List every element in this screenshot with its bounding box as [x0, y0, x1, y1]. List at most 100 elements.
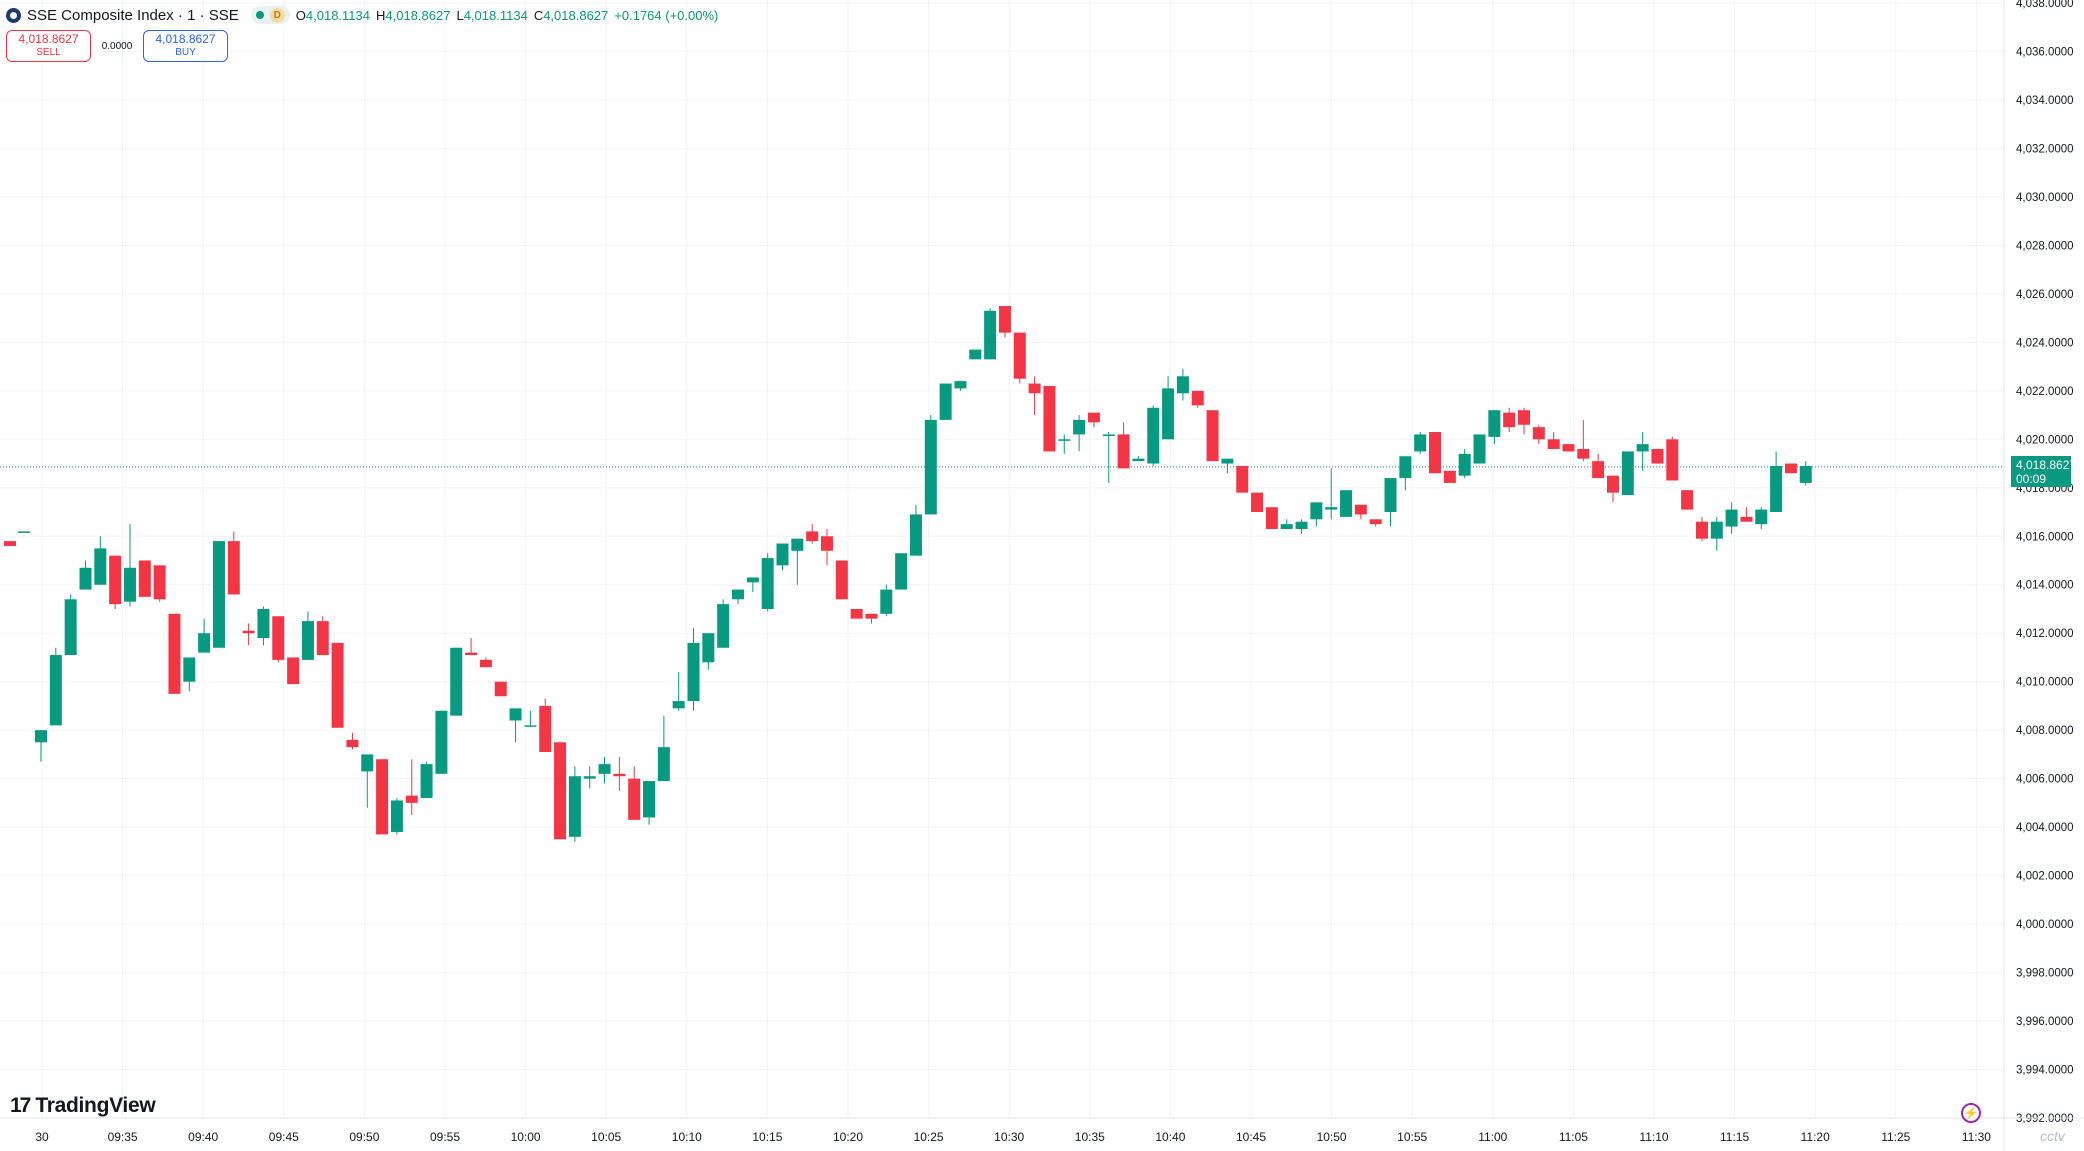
x-tick-label: 11:00: [1478, 1130, 1507, 1144]
x-tick-label: 11:10: [1639, 1130, 1668, 1144]
x-tick-label: 11:05: [1559, 1130, 1588, 1144]
x-tick-label: 10:45: [1236, 1130, 1266, 1144]
x-tick-label: 09:40: [188, 1130, 218, 1144]
candle-body: [1340, 490, 1353, 517]
candle-body: [717, 604, 730, 648]
sell-price: 4,018.8627: [18, 32, 79, 46]
candle-body: [1043, 385, 1056, 452]
candle-body: [361, 754, 374, 772]
candle-body: [509, 708, 522, 721]
candle-body: [1058, 439, 1071, 441]
sell-label: SELL: [36, 47, 61, 58]
candle-body: [1162, 388, 1175, 440]
candle-body: [657, 747, 670, 782]
candle-body: [301, 621, 314, 660]
candle-body: [1666, 439, 1679, 481]
candle-body: [835, 560, 848, 600]
candle-body: [227, 541, 240, 595]
candle-body: [1117, 434, 1130, 469]
y-tick-label: 4,014.0000: [2016, 580, 2074, 592]
candle-body: [79, 567, 92, 590]
last-price-value: 4,018.8627: [2016, 457, 2077, 472]
candle-body: [183, 657, 196, 682]
candle-body: [479, 659, 492, 668]
x-tick-label: 09:50: [349, 1130, 379, 1144]
candle-body: [1310, 502, 1323, 520]
candle-body: [1799, 465, 1812, 483]
candle-body: [4, 541, 16, 546]
x-tick-label: 10:50: [1317, 1130, 1347, 1144]
candle-body: [109, 555, 122, 605]
candle-body: [1770, 465, 1783, 513]
y-tick-label: 4,034.0000: [2016, 95, 2074, 107]
candle-body: [1429, 432, 1442, 474]
x-tick-label: 11:20: [1801, 1130, 1830, 1144]
market-status[interactable]: D: [250, 6, 290, 24]
candle-body: [1251, 492, 1264, 513]
chart-legend: SSE Composite Index · 1 · SSE D O4,018.1…: [6, 6, 718, 24]
candle-body: [687, 642, 700, 702]
candle-body: [895, 553, 908, 590]
ohlc-low: L4,018.1134: [456, 7, 528, 23]
symbol-title[interactable]: SSE Composite Index · 1 · SSE: [27, 6, 239, 24]
last-price-tag: 4,018.8627 00:09: [2011, 456, 2077, 487]
sell-button[interactable]: 4,018.8627 SELL: [6, 30, 91, 62]
ohlc-change: +0.1764 (+0.00%): [614, 7, 719, 23]
y-tick-label: 4,012.0000: [2016, 628, 2074, 640]
candle-body: [924, 419, 937, 515]
candle-body: [776, 543, 789, 566]
countdown: 00:09: [2016, 471, 2047, 486]
ohlc-open: O4,018.1134: [295, 7, 370, 23]
candle-body: [35, 730, 47, 743]
candle-body: [64, 599, 77, 656]
candle-body: [1755, 509, 1768, 525]
candle-body: [820, 536, 833, 551]
candle-body: [1458, 453, 1471, 476]
candle-body: [969, 349, 982, 360]
candle-body: [1147, 407, 1160, 464]
candle-body: [880, 589, 893, 614]
x-tick-label: 09:35: [108, 1130, 138, 1144]
candle-body: [643, 781, 656, 818]
y-tick-label: 3,996.0000: [2016, 1016, 2074, 1028]
candle-body: [1295, 521, 1308, 529]
bolt-icon[interactable]: ⚡: [1961, 1103, 1981, 1123]
candle-body: [272, 616, 285, 660]
candle-body: [1503, 412, 1516, 428]
x-tick-label: 10:55: [1397, 1130, 1427, 1144]
candle-body: [123, 567, 136, 602]
candle-body: [939, 383, 952, 420]
candle-body: [153, 565, 166, 600]
candle-body: [1592, 461, 1605, 479]
candle-body: [1710, 521, 1723, 539]
candle-body: [1473, 434, 1486, 464]
x-tick-label: 10:10: [672, 1130, 702, 1144]
candle-body: [1369, 519, 1382, 525]
symbol-logo-icon: [6, 7, 21, 23]
candle-body: [1577, 449, 1590, 459]
candle-body: [1562, 444, 1575, 452]
tradingview-logo[interactable]: 17 TradingView: [10, 1094, 156, 1118]
candle-body: [494, 681, 507, 697]
candle-body: [1073, 419, 1086, 435]
candle-body: [420, 764, 433, 799]
y-tick-label: 3,992.0000: [2016, 1113, 2074, 1125]
candle-body: [1651, 449, 1664, 464]
candle-body: [1191, 390, 1204, 406]
candle-body: [1399, 456, 1412, 479]
y-tick-label: 4,016.0000: [2016, 531, 2074, 543]
candle-body: [138, 560, 151, 597]
candle-body: [94, 548, 107, 585]
candle-body: [672, 701, 685, 709]
x-tick-label: 10:35: [1075, 1130, 1105, 1144]
candle-body: [1621, 451, 1634, 496]
buy-button[interactable]: 4,018.8627 BUY: [143, 30, 228, 62]
y-tick-label: 4,002.0000: [2016, 871, 2074, 883]
candle-body: [1740, 516, 1753, 522]
trade-panel: 4,018.8627 SELL 0.0000 4,018.8627 BUY: [6, 30, 228, 62]
x-tick-label: 10:15: [752, 1130, 782, 1144]
candle-body: [1132, 458, 1145, 462]
candle-body: [1265, 507, 1278, 529]
candle-body: [984, 310, 997, 360]
